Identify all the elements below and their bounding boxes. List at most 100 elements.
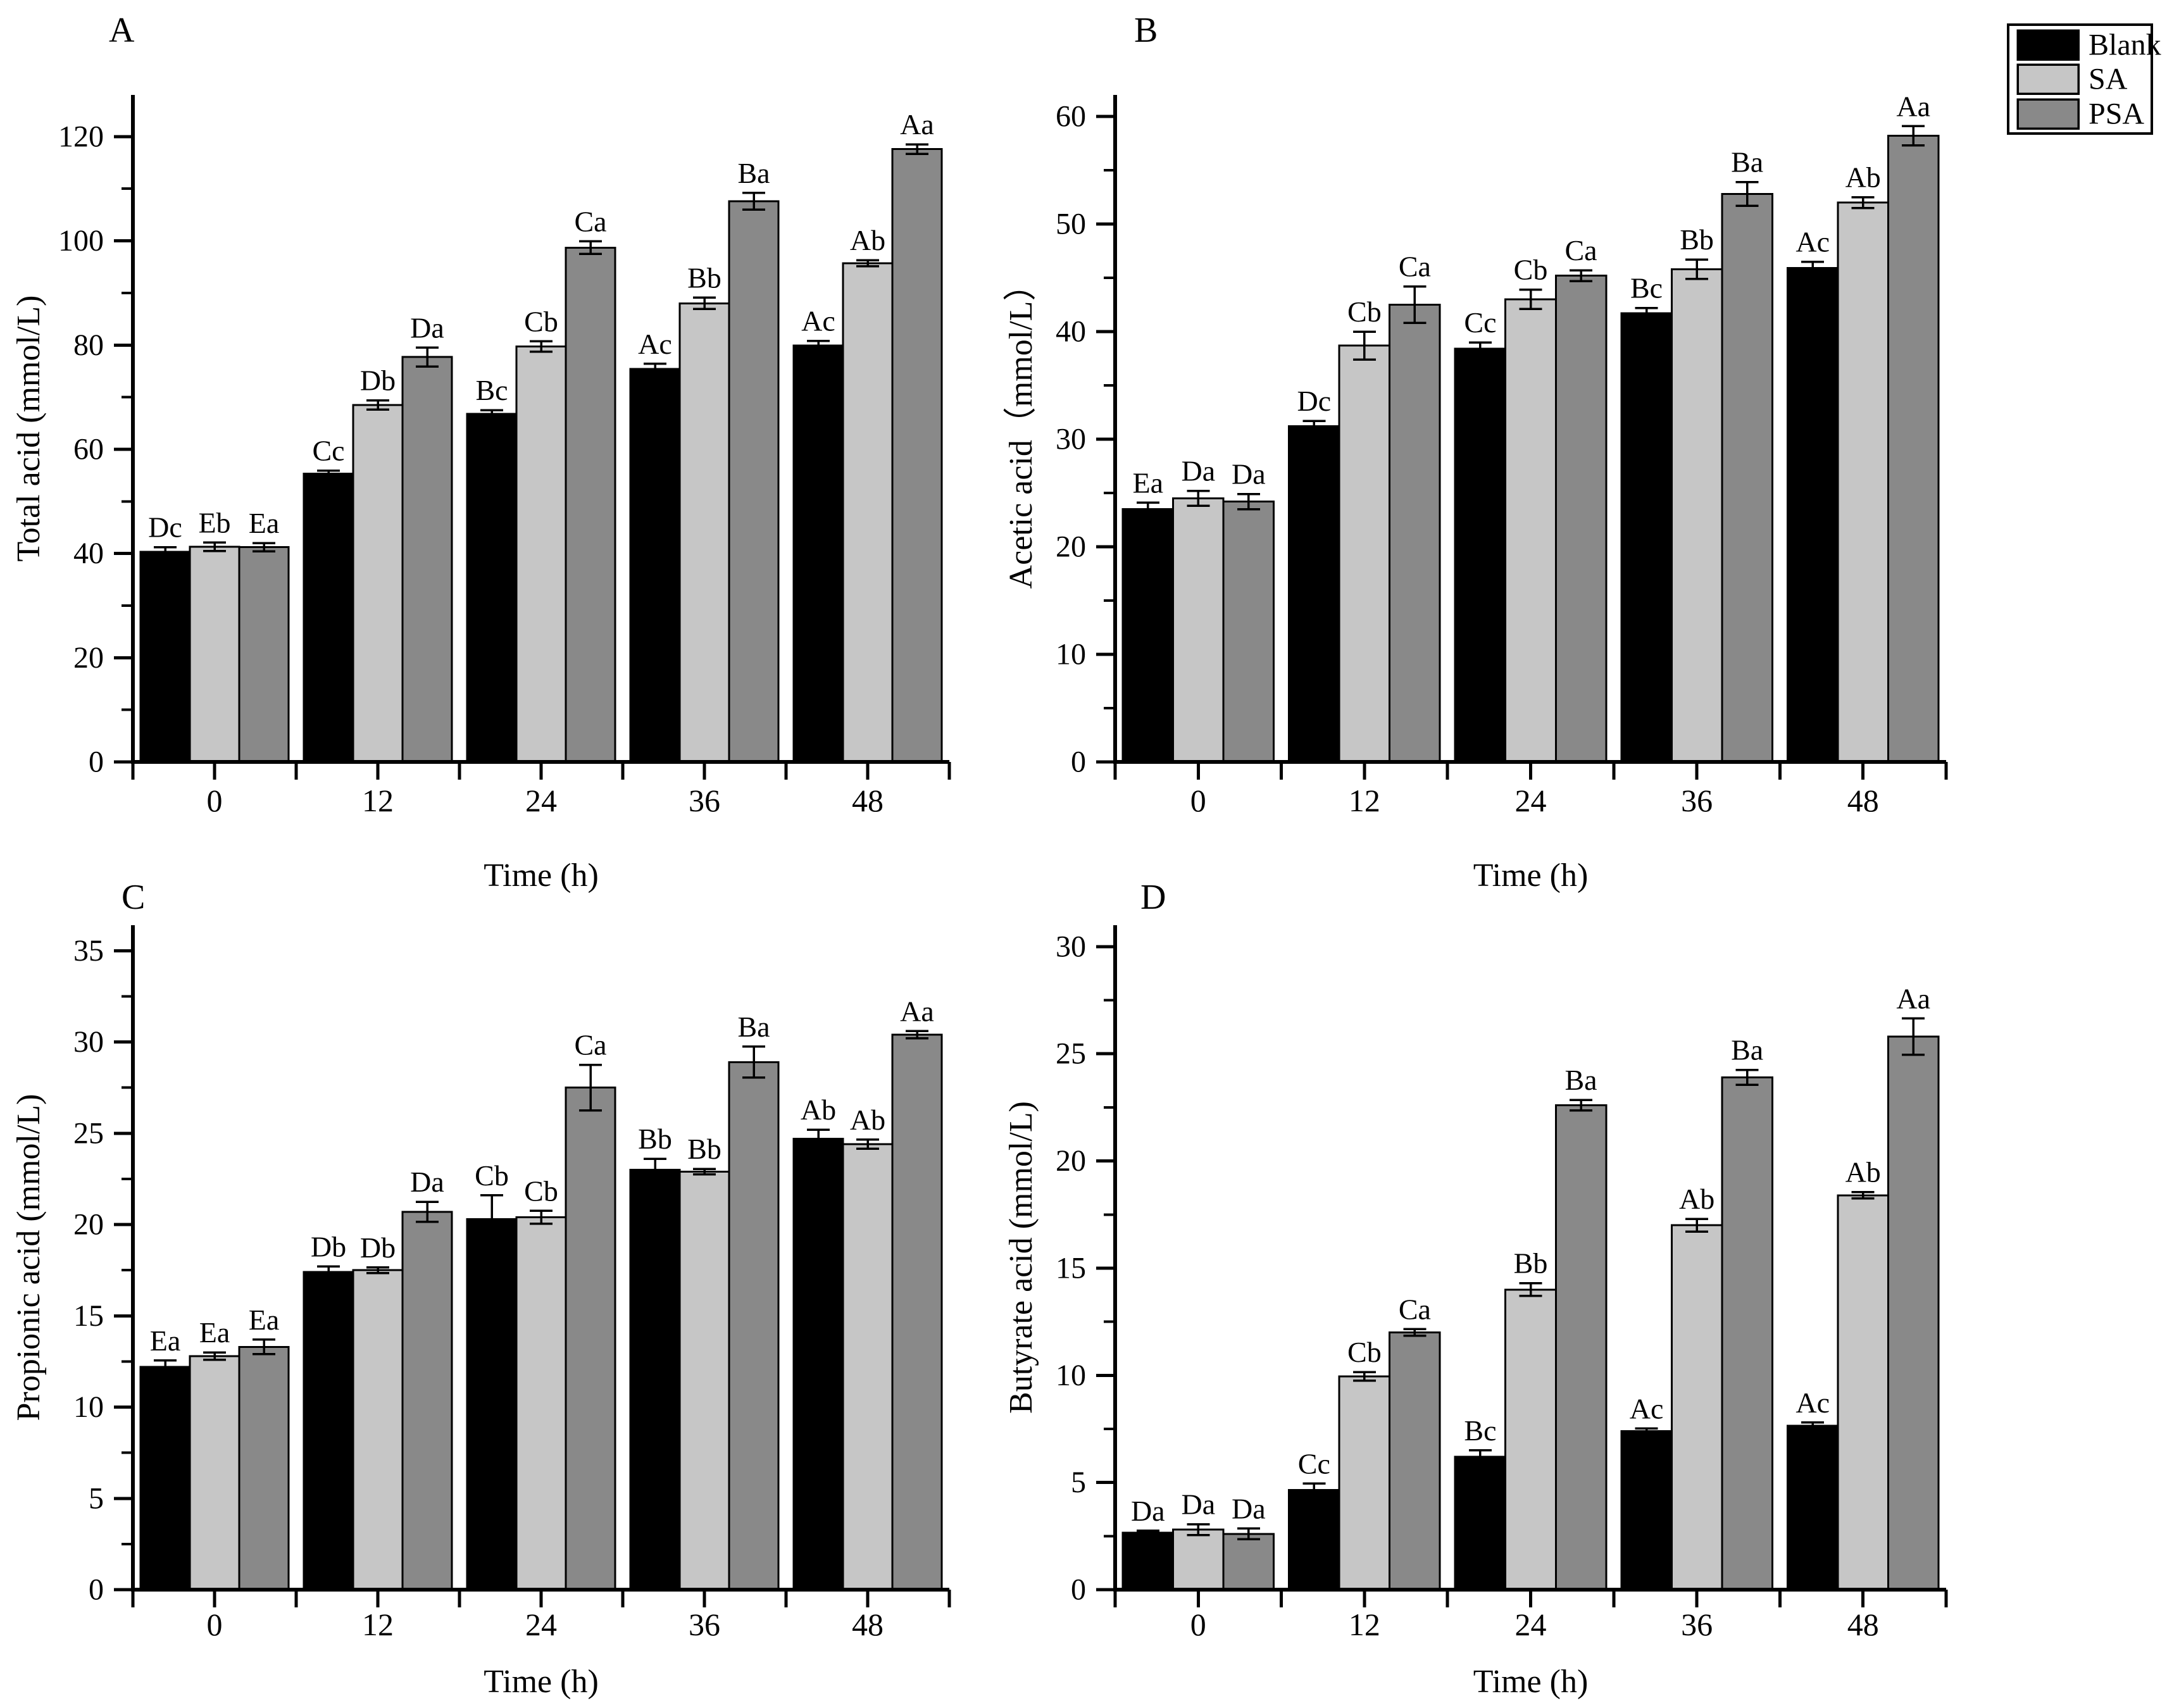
error-bar: [480, 409, 503, 419]
bar-sa-0h: [1172, 1528, 1225, 1591]
bar-psa-36h: [1721, 192, 1773, 763]
error-bar: [1237, 1527, 1260, 1541]
y-tick-label: 10: [1056, 638, 1086, 671]
bars-D: Da Da Da Cc Cb Ca Bc Bb Ba Ac Ab Ba Ac Ab Aa: [1121, 982, 1940, 1591]
bar-blank-0h: [139, 551, 191, 763]
bar-psa-12h: [401, 356, 453, 763]
panel-C: Ea Ea Ea Db Db Da Cb Cb Ca Bb Bb Ba Ab Ab Aa 0 5 10 15 20 25…: [11, 878, 951, 1700]
sig-label: Dc: [1297, 385, 1332, 417]
x-tick-label: 36: [689, 783, 720, 818]
bar-psa-48h: [891, 148, 943, 763]
sig-label: Ea: [1133, 466, 1164, 499]
error-bar: [1519, 1281, 1542, 1297]
bar-blank-36h: [629, 368, 681, 763]
error-bar: [807, 1128, 830, 1149]
error-bar: [154, 1359, 177, 1375]
error-bar: [693, 1168, 716, 1176]
error-bar: [1403, 285, 1427, 325]
error-bar: [644, 363, 666, 376]
sig-label: Cb: [1514, 254, 1548, 286]
x-tick-label: 0: [1190, 1607, 1206, 1642]
y-axis-title: Propionic acid (mmol/L): [11, 1094, 47, 1421]
error-bar: [1685, 1218, 1709, 1233]
sig-label: Bb: [687, 261, 721, 294]
bar-sa-12h: [1338, 344, 1391, 763]
error-bar: [1801, 1421, 1825, 1430]
error-bar: [1735, 1068, 1759, 1087]
y-tick-label: 30: [1056, 930, 1086, 963]
y-tick-label: 15: [73, 1299, 104, 1333]
bar-sa-12h: [352, 1269, 404, 1591]
y-axis-title: Acetic acid（mmol/L）: [1003, 268, 1039, 589]
error-bar: [1237, 492, 1260, 511]
sig-label: Db: [360, 1231, 396, 1264]
y-tick-label: 25: [73, 1116, 104, 1150]
bar-blank-0h: [1121, 508, 1175, 763]
panel-D: Da Da Da Cc Cb Ca Bc Bb Ba Ac Ab Ba Ac Ab Aa 0 5 10 15 20 25…: [1003, 878, 1948, 1700]
legend-item-blank: Blank: [2016, 28, 2161, 62]
error-bar: [317, 1265, 340, 1279]
y-tick-label: 20: [1056, 1144, 1086, 1178]
x-tick-label: 36: [689, 1607, 720, 1642]
bar-blank-36h: [1620, 312, 1673, 763]
sig-label: Cb: [1347, 1336, 1382, 1368]
sig-label: Bb: [1680, 223, 1714, 256]
x-tick-label: 0: [207, 1607, 223, 1642]
x-axis-title: Time (h): [1473, 1664, 1589, 1700]
sig-label: Cb: [524, 1175, 558, 1207]
error-bar: [317, 469, 340, 478]
x-tick-label: 12: [1349, 783, 1380, 818]
bar-sa-12h: [352, 404, 404, 763]
error-bar: [253, 1338, 275, 1356]
sig-label: Ca: [1399, 1293, 1431, 1325]
bar-sa-36h: [678, 1170, 730, 1591]
axes-D: 0 5 10 15 20 25 30 0 12 24 36 48: [1056, 925, 1948, 1642]
bar-psa-48h: [891, 1033, 943, 1591]
sig-label: Ac: [1630, 1392, 1664, 1424]
sig-label: Ca: [1399, 251, 1431, 283]
error-bar: [1187, 1523, 1210, 1537]
sig-label: Ac: [801, 305, 835, 337]
sig-label: Db: [360, 365, 396, 397]
error-bar: [1352, 330, 1376, 361]
bar-blank-24h: [1454, 1456, 1507, 1591]
sig-label: Ab: [850, 1104, 885, 1136]
error-bar: [579, 240, 602, 255]
sig-label: Cc: [1298, 1447, 1330, 1480]
y-tick-label: 30: [73, 1025, 104, 1059]
y-tick-label: 80: [73, 328, 104, 362]
y-tick-label: 50: [1056, 208, 1086, 241]
error-bar: [1468, 1449, 1492, 1464]
sig-label: Bb: [1514, 1247, 1548, 1280]
error-bar: [366, 399, 389, 411]
y-tick-label: 30: [1056, 423, 1086, 456]
bar-sa-12h: [1338, 1375, 1391, 1591]
bar-blank-0h: [1121, 1531, 1175, 1591]
bar-blank-12h: [1288, 1489, 1340, 1591]
sig-label: Dc: [148, 511, 182, 544]
y-tick-label: 0: [1071, 745, 1086, 779]
sig-label: Ba: [737, 1011, 770, 1043]
bar-psa-12h: [401, 1211, 453, 1591]
error-bar: [579, 1063, 602, 1112]
legend-swatch-blank: [2016, 29, 2080, 61]
panel-A: Dc Eb Ea Cc Db Da Bc Cb Ca Ac Bb Ba Ac Ab Aa 0 20 40 60 80 1…: [11, 11, 951, 894]
sig-label: Ba: [737, 157, 770, 189]
error-bar: [1187, 489, 1210, 508]
x-tick-label: 0: [1190, 783, 1206, 818]
sig-label: Ba: [1731, 146, 1763, 178]
sig-label: Ca: [574, 205, 606, 237]
sig-label: Aa: [1896, 90, 1930, 122]
sig-label: Bc: [1630, 272, 1663, 304]
error-bar: [203, 541, 226, 552]
error-bar: [807, 339, 830, 352]
bar-sa-48h: [1837, 201, 1889, 763]
y-tick-label: 120: [58, 120, 104, 153]
error-bar: [530, 1209, 553, 1225]
sig-label: Ea: [249, 507, 280, 539]
x-tick-label: 12: [1349, 1607, 1380, 1642]
sig-label: Ab: [850, 224, 885, 256]
y-tick-label: 20: [1056, 530, 1086, 564]
bar-psa-36h: [728, 1061, 780, 1591]
